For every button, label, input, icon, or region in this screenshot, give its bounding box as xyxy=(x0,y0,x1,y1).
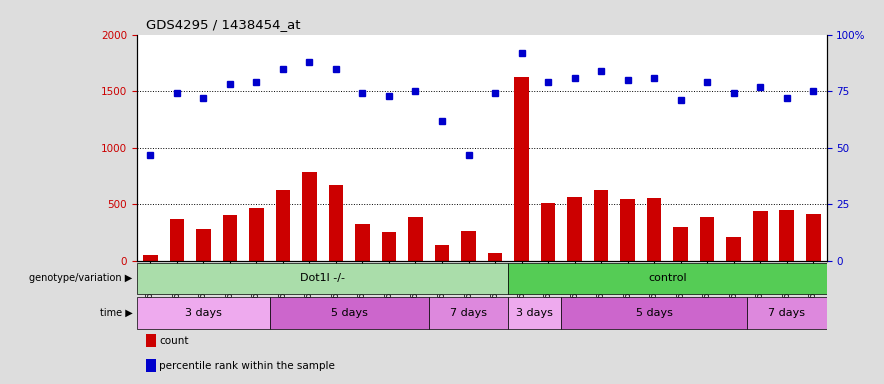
Bar xyxy=(747,297,827,328)
Bar xyxy=(196,229,210,261)
Bar xyxy=(302,172,316,261)
Text: 3 days: 3 days xyxy=(185,308,222,318)
Bar xyxy=(508,263,827,294)
Bar xyxy=(461,231,476,261)
Bar xyxy=(223,215,237,261)
Text: 5 days: 5 days xyxy=(636,308,673,318)
Bar xyxy=(541,204,555,261)
Bar xyxy=(514,77,529,261)
Bar xyxy=(508,297,561,328)
Bar xyxy=(647,198,661,261)
Bar xyxy=(276,190,290,261)
Text: Dot1l -/-: Dot1l -/- xyxy=(301,273,345,283)
Bar xyxy=(143,255,157,261)
Bar xyxy=(780,210,794,261)
Bar xyxy=(170,218,184,261)
Bar xyxy=(674,227,688,261)
Bar xyxy=(382,232,396,261)
Bar xyxy=(727,237,741,261)
Text: genotype/variation ▶: genotype/variation ▶ xyxy=(29,273,133,283)
Bar xyxy=(270,297,429,328)
Bar xyxy=(568,197,582,261)
Bar xyxy=(429,297,508,328)
Bar xyxy=(435,245,449,261)
Text: GDS4295 / 1438454_at: GDS4295 / 1438454_at xyxy=(146,18,301,31)
Text: control: control xyxy=(648,273,687,283)
Text: percentile rank within the sample: percentile rank within the sample xyxy=(159,361,335,371)
Bar xyxy=(488,253,502,261)
Text: 3 days: 3 days xyxy=(516,308,553,318)
Bar xyxy=(753,211,767,261)
Bar xyxy=(621,199,635,261)
Bar xyxy=(137,297,270,328)
Bar xyxy=(355,224,370,261)
Text: 7 days: 7 days xyxy=(450,308,487,318)
Bar xyxy=(561,297,747,328)
Bar xyxy=(594,190,608,261)
Text: 5 days: 5 days xyxy=(331,308,368,318)
Text: 7 days: 7 days xyxy=(768,308,805,318)
Bar xyxy=(329,185,343,261)
Text: time ▶: time ▶ xyxy=(100,308,133,318)
Bar xyxy=(806,214,820,261)
Text: count: count xyxy=(159,336,188,346)
Bar xyxy=(249,208,263,261)
Bar xyxy=(700,217,714,261)
Bar xyxy=(137,263,508,294)
Bar xyxy=(408,217,423,261)
